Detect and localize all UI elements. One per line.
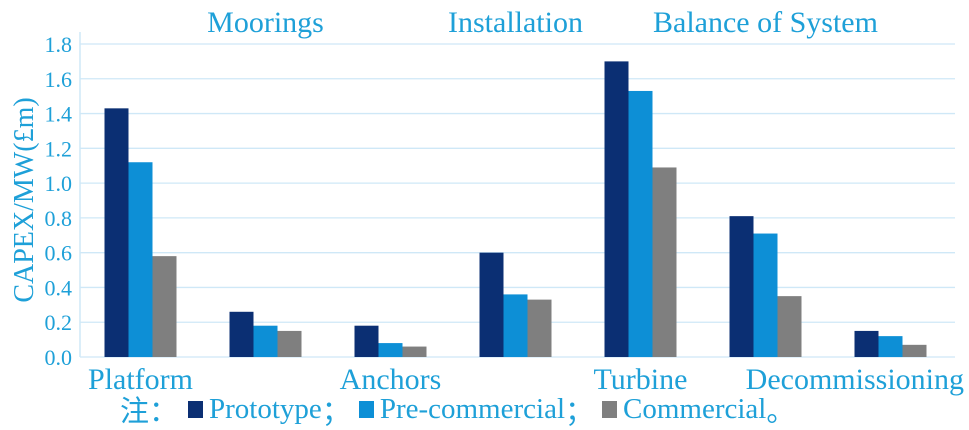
bar-pre-commercial-decommissioning [878, 336, 903, 357]
bar-pre-commercial-turbine [628, 90, 653, 357]
bar-prototype-turbine [604, 61, 629, 358]
legend-swatch-prototype [188, 400, 204, 418]
bar-pre-commercial-anchors [378, 343, 403, 357]
y-tick-label: 1.8 [45, 32, 73, 57]
legend-item-commercial: Commercial 。 [598, 388, 799, 430]
bar-prototype-installation [479, 252, 504, 357]
legend-item-prototype: Prototype ； [184, 388, 355, 430]
bar-prototype-platform [104, 108, 129, 357]
legend-label-prototype: Prototype [209, 392, 322, 425]
y-tick-label: 0.6 [45, 241, 73, 266]
y-tick-label: 1.6 [45, 67, 73, 92]
y-axis-label: CAPEX/MW(£m) [9, 97, 40, 302]
bar-commercial-anchors [402, 346, 427, 357]
bars [104, 61, 927, 358]
bar-prototype-balance-of-system [729, 216, 754, 357]
y-tick-label: 1.4 [45, 102, 73, 127]
y-tick-label: 1.0 [45, 171, 73, 196]
bar-pre-commercial-balance-of-system [753, 233, 778, 357]
gridlines [80, 43, 955, 358]
category-label: Moorings [207, 6, 324, 39]
legend: 注： Prototype ； Pre-commercial ； Commerci… [120, 392, 799, 429]
legend-separator: ； [321, 396, 351, 428]
bar-commercial-platform [152, 256, 177, 357]
legend-label-commercial: Commercial [623, 392, 767, 425]
category-label: Anchors [340, 363, 442, 396]
category-label: Balance of System [653, 6, 878, 39]
category-label: Decommissioning [746, 363, 964, 396]
bar-commercial-turbine [652, 167, 677, 357]
bar-pre-commercial-platform [128, 162, 153, 357]
y-tick-label: 0.4 [45, 275, 73, 300]
legend-note: 注： [120, 396, 179, 428]
bar-prototype-decommissioning [854, 330, 879, 357]
bar-prototype-anchors [354, 325, 379, 357]
legend-swatch-commercial [602, 400, 618, 418]
category-label: Installation [448, 6, 583, 39]
bar-pre-commercial-installation [503, 294, 528, 357]
bar-commercial-installation [527, 299, 552, 357]
y-tick-label: 0.0 [45, 345, 73, 370]
bar-commercial-decommissioning [902, 344, 927, 357]
legend-separator: 。 [766, 396, 796, 428]
y-tick-label: 0.2 [45, 310, 73, 335]
bar-commercial-moorings [277, 330, 302, 357]
y-tick-label: 0.8 [45, 206, 73, 231]
category-labels: Platform Moorings Anchors Installation Turbi… [88, 6, 964, 396]
legend-swatch-pre-commercial [358, 400, 374, 418]
legend-label-pre-commercial: Pre-commercial [379, 392, 565, 425]
category-label: Turbine [594, 363, 688, 396]
legend-item-pre-commercial: Pre-commercial ； [355, 388, 598, 430]
y-tick-labels: 0.0 0.2 0.4 0.6 0.8 1.0 1.2 1.4 1.6 1.8 [45, 32, 73, 370]
bar-commercial-balance-of-system [777, 296, 802, 357]
category-label: Platform [88, 363, 193, 396]
legend-separator: ； [565, 396, 595, 428]
y-tick-label: 1.2 [45, 136, 73, 161]
bar-pre-commercial-moorings [253, 325, 278, 357]
bar-prototype-moorings [229, 311, 254, 357]
